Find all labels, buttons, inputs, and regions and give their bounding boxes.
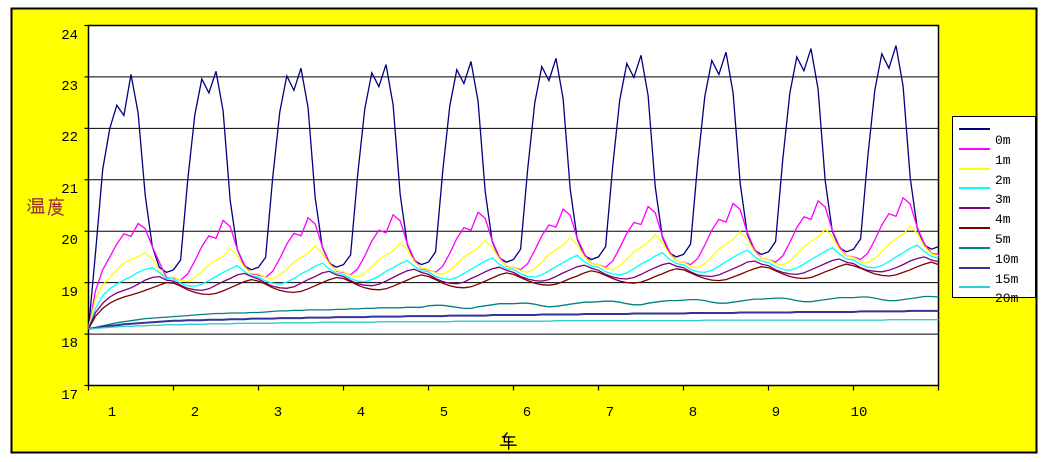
legend-swatch-20m	[959, 286, 990, 289]
series-line-2m	[87, 225, 939, 330]
legend-swatch-5m	[959, 227, 990, 229]
y-axis-title: 温度	[26, 197, 66, 216]
series-line-5m	[87, 261, 939, 330]
legend-swatch-2m	[959, 167, 990, 170]
legend-swatch-10m	[959, 246, 990, 249]
legend-label-2m: 2m	[995, 172, 1011, 188]
y-axis-label-18: 18	[61, 336, 78, 353]
x-axis-label-1: 1	[107, 405, 117, 421]
series-line-15m	[88, 309, 939, 330]
x-axis-label-5: 5	[439, 405, 449, 421]
series-line-0m	[87, 45, 939, 329]
y-axis-label-20: 20	[61, 233, 78, 250]
legend-swatch-15m	[959, 266, 990, 269]
x-axis-label-6: 6	[522, 405, 532, 421]
legend-label-3m: 3m	[995, 192, 1011, 208]
x-axis-label-7: 7	[605, 405, 615, 421]
legend-label-0m: 0m	[995, 133, 1011, 148]
legend-label-10m: 10m	[995, 251, 1019, 267]
glyph-du-icon	[47, 197, 65, 216]
series-line-20m	[88, 319, 939, 330]
glyph-wen-icon	[27, 198, 45, 214]
legend-swatch-0m	[959, 128, 990, 130]
legend-label-15m: 15m	[995, 271, 1019, 287]
legend-label-20m: 20m	[995, 291, 1019, 307]
y-axis-label-23: 23	[61, 78, 78, 95]
x-axis-label-2: 2	[190, 405, 200, 421]
legend-swatch-3m	[959, 187, 990, 190]
legend[interactable]: 0m 1m 2m 3m 4m 5m 10m 15m 20m	[952, 116, 1036, 306]
series-line-4m	[87, 256, 939, 330]
x-axis-label-10: 10	[850, 405, 868, 421]
y-axis-label-21: 21	[61, 181, 78, 198]
plot-area[interactable]	[87, 24, 940, 387]
x-axis-label-8: 8	[688, 405, 698, 421]
y-axis-label-17: 17	[61, 387, 78, 404]
y-axis-label-22: 22	[61, 130, 78, 147]
x-axis-label-4: 4	[356, 405, 366, 421]
x-axis-label-3: 3	[273, 405, 283, 421]
x-axis-label-9: 9	[771, 405, 781, 421]
series-line-3m	[87, 244, 939, 330]
legend-label-1m: 1m	[995, 152, 1011, 168]
y-axis-label-19: 19	[61, 284, 78, 301]
y-axis-label-24: 24	[61, 27, 78, 44]
legend-swatch-1m	[959, 147, 990, 150]
legend-swatch-4m	[959, 207, 990, 210]
legend-label-5m: 5m	[995, 232, 1011, 247]
legend-label-4m: 4m	[995, 212, 1011, 228]
x-axis-title: 年	[499, 432, 517, 450]
glyph-nian-icon	[499, 432, 517, 450]
series-line-10m	[88, 295, 939, 330]
